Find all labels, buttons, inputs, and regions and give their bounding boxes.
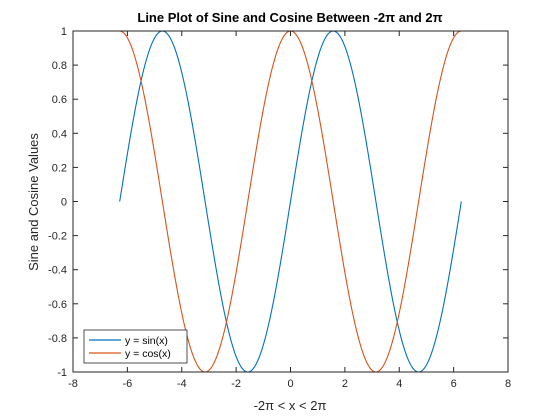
legend-entry-label: y = sin(x) [125,335,168,347]
y-tick-label: 0.8 [52,60,67,72]
y-tick-label: -0.6 [48,299,67,311]
x-tick-label: 4 [396,378,402,390]
y-tick-label: -0.4 [48,265,67,277]
x-axis: -8 -6 -4 -2 0 2 4 6 8 [68,31,511,390]
plot-area: -8 -6 -4 -2 0 2 4 6 8 -1 -0.8 -0.6 -0.4 -0.2 0 0.2 0.4 0… [48,26,511,390]
legend: y = sin(x)y = cos(x) [83,329,188,364]
y-axis: -1 -0.8 -0.6 -0.4 -0.2 0 0.2 0.4 0.6 0.8 1 [48,26,508,379]
axes-frame [72,30,509,373]
y-tick-label: 0 [61,197,67,209]
x-tick-label: -2 [231,378,241,390]
y-axis-label: Sine and Cosine Values [26,133,41,271]
x-axis-label: -2π < x < 2π [254,398,327,413]
legend-entry-label: y = cos(x) [125,348,171,360]
y-tick-label: 0.4 [52,128,67,140]
y-tick-label: 0.6 [52,94,67,106]
x-tick-label: -6 [122,378,132,390]
legend-box [83,329,188,364]
y-tick-label: -1 [57,367,67,379]
x-tick-label: -8 [68,378,78,390]
y-tick-label: 0.2 [52,162,67,174]
y-tick-label: -0.2 [48,231,67,243]
y-tick-label: 1 [61,26,67,38]
x-tick-label: 8 [505,378,511,390]
x-tick-label: 6 [451,378,457,390]
x-tick-label: 2 [342,378,348,390]
y-tick-label: -0.8 [48,333,67,345]
series-line-sin [119,30,462,373]
x-tick-label: 0 [287,378,293,390]
x-tick-label: -4 [177,378,187,390]
chart-title: Line Plot of Sine and Cosine Between -2π… [137,10,442,25]
